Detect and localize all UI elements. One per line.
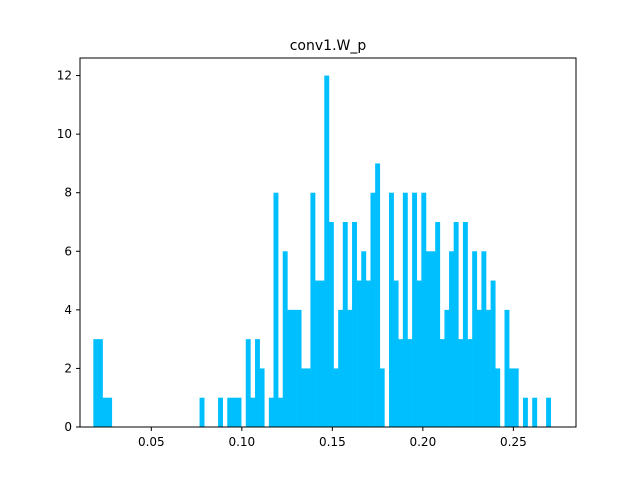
- histogram-bar-39: [393, 280, 399, 427]
- histogram-bar-5: [218, 397, 223, 427]
- histogram-bar-4: [199, 397, 205, 427]
- histogram-bar-17: [287, 309, 293, 427]
- histogram-bar-46: [425, 251, 431, 427]
- histogram-bar-32: [356, 280, 362, 427]
- bars-layer: [93, 75, 552, 427]
- histogram-bar-54: [462, 222, 468, 427]
- histogram-bar-59: [486, 309, 491, 427]
- histogram-bar-44: [416, 280, 422, 427]
- histogram-bar-43: [412, 192, 418, 427]
- histogram-bar-16: [282, 251, 288, 427]
- histogram-bar-61: [495, 368, 501, 427]
- chart-title: conv1.W_p: [290, 38, 367, 54]
- y-tick-label: 6: [64, 244, 72, 258]
- histogram-bar-66: [532, 397, 538, 427]
- histogram-bar-29: [342, 222, 348, 427]
- plot-frame: [79, 57, 577, 428]
- x-tick-label: 0.20: [409, 435, 436, 449]
- histogram-bar-13: [268, 397, 274, 427]
- histogram-bar-20: [301, 368, 307, 427]
- histogram-bar-18: [291, 309, 297, 427]
- histogram-bar-50: [444, 309, 450, 427]
- histogram-bar-38: [388, 192, 394, 427]
- histogram-bar-34: [365, 280, 371, 427]
- histogram-bar-56: [472, 251, 478, 427]
- histogram-bar-23: [315, 280, 320, 427]
- histogram-bar-31: [352, 222, 357, 427]
- y-tick-label: 12: [57, 69, 72, 83]
- histogram-bar-35: [370, 192, 376, 427]
- histogram-bar-57: [476, 309, 482, 427]
- y-tick-label: 10: [57, 127, 72, 141]
- histogram-bar-2: [102, 397, 108, 427]
- histogram-bar-64: [513, 368, 519, 427]
- histogram-bar-22: [310, 192, 316, 427]
- x-tick-label: 0.15: [319, 435, 346, 449]
- histogram-bar-40: [398, 339, 404, 427]
- histogram-bar-12: [259, 368, 265, 427]
- y-tick-label: 0: [64, 420, 72, 434]
- histogram-bar-67: [546, 397, 552, 427]
- histogram-bar-3: [107, 397, 113, 427]
- histogram-bar-15: [278, 397, 284, 427]
- histogram-bar-30: [347, 309, 353, 427]
- histogram-bar-62: [504, 309, 510, 427]
- histogram-bar-6: [227, 397, 233, 427]
- histogram-bar-25: [324, 75, 330, 427]
- histogram-bar-55: [467, 339, 473, 427]
- histogram-bar-8: [236, 397, 242, 427]
- histogram-bar-24: [319, 280, 325, 427]
- histogram-bar-28: [338, 309, 344, 427]
- histogram-bar-65: [522, 397, 528, 427]
- histogram-bar-60: [490, 280, 496, 427]
- histogram-bar-52: [453, 222, 459, 427]
- histogram-bar-48: [435, 222, 441, 427]
- histogram-bar-53: [458, 339, 464, 427]
- histogram-bar-42: [407, 339, 413, 427]
- histogram-bar-49: [439, 339, 445, 427]
- y-tick-label: 2: [64, 361, 72, 375]
- histogram-bar-26: [328, 222, 334, 427]
- histogram-bar-41: [402, 192, 408, 427]
- histogram-bar-36: [375, 163, 381, 427]
- histogram-bar-27: [333, 368, 339, 427]
- x-tick-label: 0.25: [500, 435, 527, 449]
- histogram-bar-58: [481, 251, 487, 427]
- histogram-bar-0: [93, 339, 99, 427]
- histogram-bar-63: [509, 368, 515, 427]
- histogram-bar-9: [245, 339, 251, 427]
- histogram-bar-10: [250, 397, 256, 427]
- histogram-bar-11: [255, 339, 260, 427]
- axes-layer: 0.05 0.10 0.15 0.20 0.25 0 2 4 6 8 10 12: [57, 57, 577, 449]
- y-tick-label: 8: [64, 186, 72, 200]
- histogram-bar-37: [379, 368, 385, 427]
- histogram-bar-21: [305, 368, 311, 427]
- histogram-bar-45: [421, 192, 427, 427]
- y-tick-label: 4: [64, 303, 72, 317]
- histogram-bar-1: [97, 339, 103, 427]
- histogram-bar-33: [361, 251, 367, 427]
- histogram-bar-14: [273, 192, 279, 427]
- histogram-bar-7: [231, 397, 237, 427]
- x-tick-label: 0.10: [228, 435, 255, 449]
- x-tick-label: 0.05: [138, 435, 165, 449]
- histogram-bar-51: [449, 251, 454, 427]
- histogram-bar-47: [430, 251, 436, 427]
- histogram-bar-19: [296, 309, 302, 427]
